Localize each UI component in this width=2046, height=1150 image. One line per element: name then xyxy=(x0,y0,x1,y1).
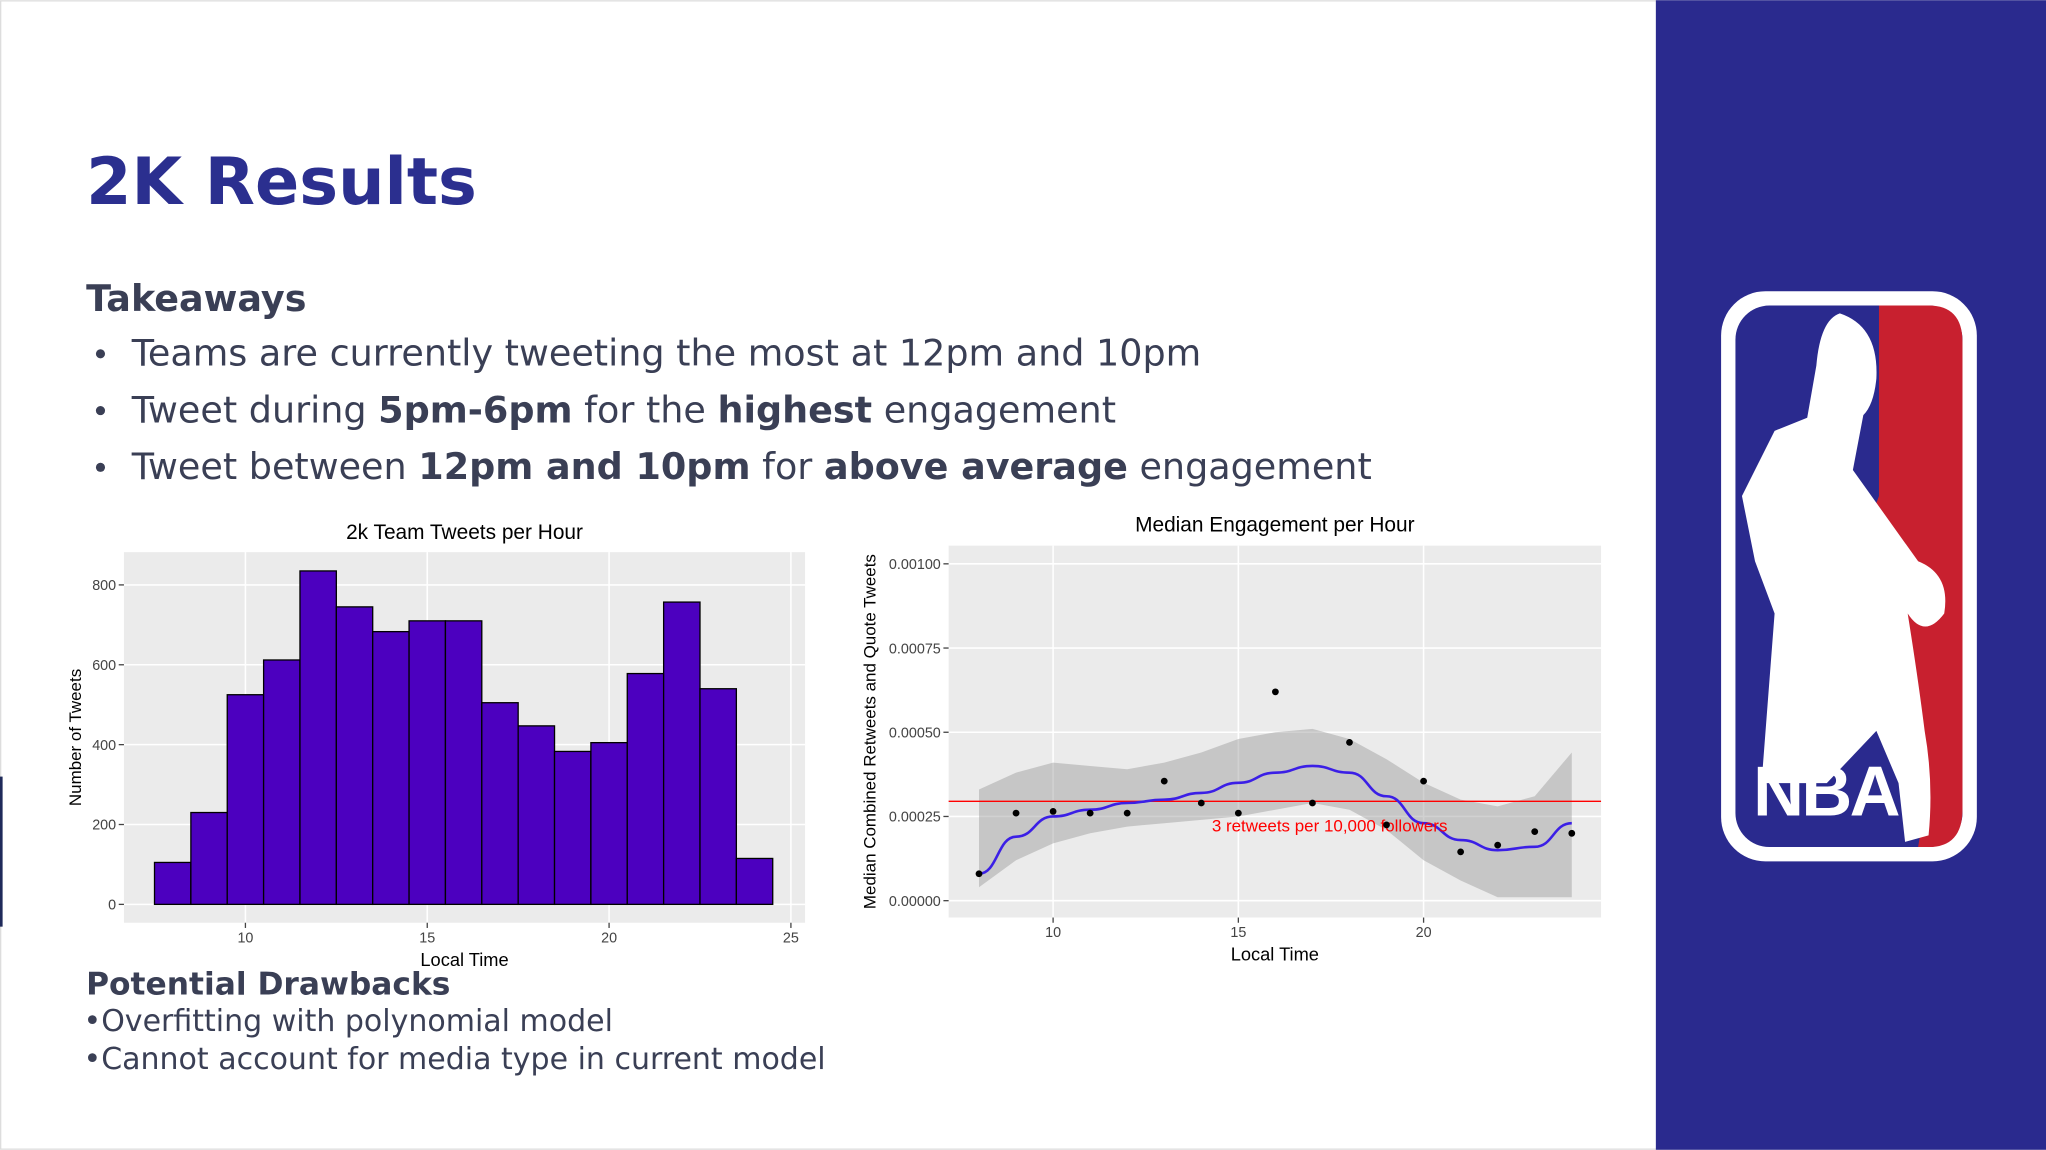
takeaway-run: engagement xyxy=(872,388,1116,431)
point xyxy=(975,870,983,878)
logo-text: NBA xyxy=(1753,752,1900,831)
y-tick-label: 0.00025 xyxy=(889,810,941,826)
annotation: 3 retweets per 10,000 followers xyxy=(1212,816,1448,835)
histogram-bar xyxy=(517,725,556,906)
drawback-item: •Overfitting with polynomial model xyxy=(84,1004,613,1039)
edge-mark xyxy=(0,776,3,927)
y-tick-label: 0.00050 xyxy=(889,725,941,741)
takeaway-run: 5pm-6pm xyxy=(378,388,572,431)
takeaway-run: Tweet during xyxy=(131,388,378,431)
x-axis-title: Local Time xyxy=(1231,944,1319,965)
takeaway-item: Tweet between 12pm and 10pm for above av… xyxy=(131,445,1372,488)
y-tick-label: 600 xyxy=(92,658,116,674)
histogram-bar xyxy=(590,741,628,906)
y-tick-label: 0.00075 xyxy=(889,641,941,657)
drawbacks-list: •Overfitting with polynomial model•Canno… xyxy=(84,1004,826,1077)
histogram-bar xyxy=(408,620,447,906)
charts: 2k Team Tweets per Hour Local Time Number … xyxy=(66,513,1602,970)
point xyxy=(1049,808,1057,815)
chart: Median Engagement per Hour Local Time Medi… xyxy=(861,513,1602,965)
takeaway-item: Teams are currently tweeting the most at… xyxy=(131,332,1201,375)
takeaway-item: Tweet during 5pm-6pm for the highest eng… xyxy=(131,388,1116,431)
takeaway-run: for xyxy=(751,445,824,488)
point xyxy=(1160,777,1168,785)
y-tick-label: 0 xyxy=(108,898,116,914)
x-tick-label: 20 xyxy=(601,930,617,946)
histogram-bar xyxy=(190,811,228,906)
takeaway-run: Tweet between xyxy=(131,445,419,488)
chart-title: 2k Team Tweets per Hour xyxy=(346,521,583,544)
point xyxy=(1346,738,1353,746)
histogram-bar xyxy=(481,702,519,906)
x-tick-label: 15 xyxy=(419,930,435,946)
slide-title: 2K Results xyxy=(86,144,477,220)
x-axis-title: Local Time xyxy=(420,949,508,970)
drawback-item: •Cannot account for media type in curren… xyxy=(84,1042,826,1077)
takeaway-run: above average xyxy=(824,445,1128,488)
y-tick-label: 0.00000 xyxy=(889,894,941,910)
x-tick-label: 10 xyxy=(237,930,253,946)
takeaways-heading: Takeaways xyxy=(86,277,306,320)
point xyxy=(1457,848,1465,856)
takeaway-run: highest xyxy=(718,388,873,431)
x-tick-label: 20 xyxy=(1416,925,1432,941)
histogram-bar xyxy=(262,659,301,906)
logo-silhouette xyxy=(1741,313,1946,842)
chart-title: Median Engagement per Hour xyxy=(1135,513,1415,536)
histogram-bar xyxy=(553,750,592,906)
histogram-bar xyxy=(372,630,410,906)
fit-line xyxy=(978,764,1572,876)
histogram-bar xyxy=(444,620,483,906)
histogram-bar xyxy=(153,861,192,906)
histogram-bar xyxy=(226,694,265,906)
point xyxy=(1383,821,1390,829)
y-tick-label: 0.00100 xyxy=(889,557,941,573)
y-axis-title: Number of Tweets xyxy=(66,669,85,806)
histogram-bar xyxy=(335,606,374,906)
bullet xyxy=(95,462,106,472)
chart: 2k Team Tweets per Hour Local Time Number … xyxy=(66,521,806,970)
y-tick-label: 400 xyxy=(92,738,116,754)
point xyxy=(1531,828,1539,836)
x-tick-label: 25 xyxy=(783,930,799,946)
x-tick-label: 15 xyxy=(1230,925,1246,941)
histogram-bar xyxy=(626,672,665,906)
point xyxy=(1309,799,1316,807)
y-tick-label: 200 xyxy=(92,818,116,834)
nba-logo: NBA xyxy=(1721,291,1977,862)
point xyxy=(1123,809,1131,817)
histogram-bar xyxy=(735,857,774,906)
takeaways-list: Teams are currently tweeting the most at… xyxy=(95,332,1372,488)
bullet xyxy=(95,349,106,359)
bullet xyxy=(95,406,106,416)
point xyxy=(1012,809,1020,817)
takeaway-run: engagement xyxy=(1128,445,1372,488)
confidence-band xyxy=(979,728,1572,898)
histogram-bar xyxy=(299,570,337,906)
point xyxy=(1197,799,1205,807)
point xyxy=(1271,688,1279,696)
point xyxy=(1234,809,1242,817)
takeaway-run: 12pm and 10pm xyxy=(418,445,750,488)
y-tick-label: 800 xyxy=(92,578,116,594)
drawbacks-heading: Potential Drawbacks xyxy=(86,967,450,1003)
point xyxy=(1420,777,1427,785)
histogram-bar xyxy=(662,601,701,906)
point xyxy=(1568,829,1576,837)
x-tick-label: 10 xyxy=(1045,925,1061,941)
takeaway-run: for the xyxy=(573,388,718,431)
y-axis-title: Median Combined Retweets and Quote Tweet… xyxy=(861,554,880,909)
takeaway-run: Teams are currently tweeting the most at… xyxy=(131,332,1201,375)
histogram-bar xyxy=(699,688,738,906)
point xyxy=(1086,809,1094,817)
point xyxy=(1494,841,1502,849)
